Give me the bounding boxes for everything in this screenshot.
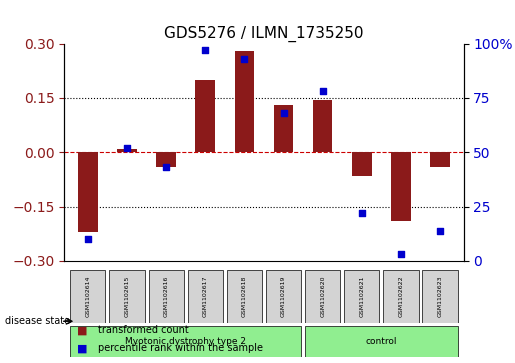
- Point: [241, 56, 249, 62]
- Point: [318, 89, 327, 94]
- Text: GSM1102621: GSM1102621: [359, 276, 364, 317]
- FancyBboxPatch shape: [305, 270, 340, 323]
- Bar: [235, 51, 254, 152]
- Bar: [313, 100, 332, 152]
- FancyBboxPatch shape: [109, 270, 145, 323]
- Point: [436, 228, 444, 233]
- Text: GSM1102622: GSM1102622: [399, 276, 403, 318]
- Point: [397, 252, 405, 257]
- Title: GDS5276 / ILMN_1735250: GDS5276 / ILMN_1735250: [164, 26, 364, 42]
- Bar: [391, 152, 410, 221]
- Bar: [196, 80, 215, 152]
- Text: GSM1102620: GSM1102620: [320, 276, 325, 317]
- Text: GSM1102618: GSM1102618: [242, 276, 247, 317]
- Text: GSM1102614: GSM1102614: [85, 276, 90, 317]
- Text: ■: ■: [77, 343, 88, 354]
- Text: GSM1102617: GSM1102617: [203, 276, 208, 317]
- FancyBboxPatch shape: [148, 270, 184, 323]
- Point: [123, 145, 131, 151]
- Text: GSM1102615: GSM1102615: [125, 276, 129, 317]
- Text: GSM1102616: GSM1102616: [164, 276, 168, 317]
- Text: GSM1102623: GSM1102623: [438, 276, 442, 318]
- FancyBboxPatch shape: [383, 270, 419, 323]
- Bar: [352, 152, 371, 176]
- Point: [84, 236, 92, 242]
- Point: [279, 110, 287, 116]
- Bar: [78, 152, 98, 232]
- FancyBboxPatch shape: [187, 270, 223, 323]
- Bar: [430, 152, 450, 167]
- Bar: [157, 152, 176, 167]
- Point: [201, 47, 210, 53]
- FancyBboxPatch shape: [227, 270, 262, 323]
- Text: ■: ■: [77, 325, 88, 335]
- Point: [357, 210, 366, 216]
- Text: percentile rank within the sample: percentile rank within the sample: [98, 343, 263, 354]
- FancyBboxPatch shape: [70, 270, 106, 323]
- Text: transformed count: transformed count: [98, 325, 188, 335]
- FancyBboxPatch shape: [266, 270, 301, 323]
- FancyBboxPatch shape: [344, 270, 380, 323]
- Bar: [117, 148, 137, 152]
- Text: disease state: disease state: [5, 316, 70, 326]
- FancyBboxPatch shape: [422, 270, 458, 323]
- Point: [162, 164, 170, 170]
- Bar: [273, 105, 293, 152]
- Text: GSM1102619: GSM1102619: [281, 276, 286, 317]
